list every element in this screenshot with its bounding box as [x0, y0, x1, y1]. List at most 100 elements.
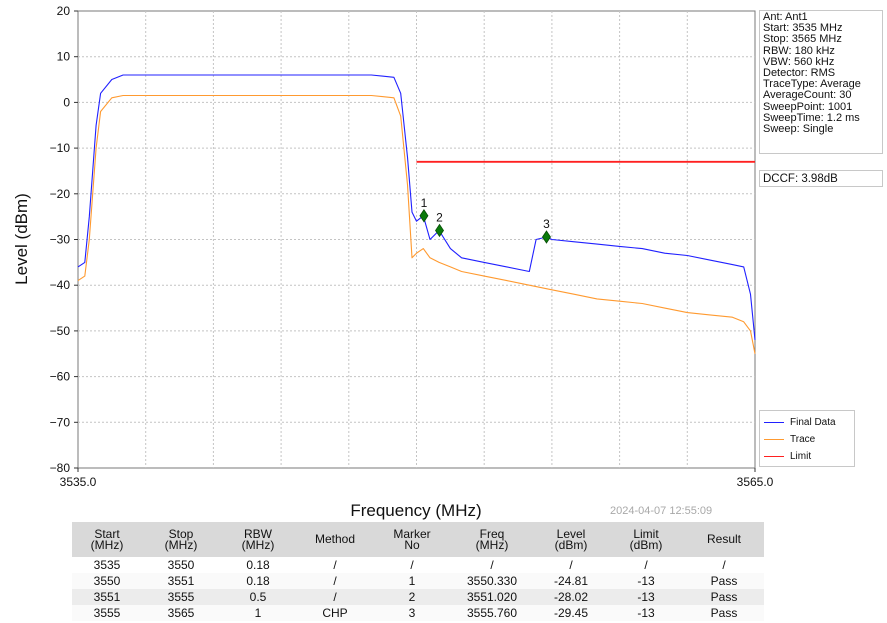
- y-tick-label: −60: [50, 370, 71, 384]
- table-cell: 3555.760: [450, 605, 534, 621]
- y-tick-label: −50: [50, 324, 71, 338]
- y-tick-label: −10: [50, 141, 71, 155]
- table-cell: 3535: [93, 557, 121, 572]
- info-line: Ant: Ant1: [763, 11, 808, 23]
- table-cell: -13: [608, 573, 684, 589]
- x-tick-label: 3535.0: [60, 475, 97, 489]
- table-cell: 0.18: [246, 557, 270, 572]
- legend-swatch-limit: [764, 456, 784, 457]
- table-cell: 3551.020: [450, 589, 534, 605]
- table-header-cell: RBW (MHz): [220, 522, 296, 557]
- table-row: 3535 3550 0.18 / / / / / /: [72, 557, 764, 573]
- table-cell: Pass: [684, 589, 764, 605]
- marker-label-3: 3: [543, 217, 550, 231]
- table-cell: CHP: [296, 605, 374, 621]
- y-tick-label: 10: [57, 50, 71, 64]
- marker-1: [419, 209, 429, 223]
- y-axis-title: Level (dBm): [12, 193, 31, 285]
- table-cell: 0.5: [220, 589, 296, 605]
- table-cell: -28.02: [534, 589, 608, 605]
- y-tick-label: −80: [50, 461, 71, 475]
- table-cell: 3551: [142, 573, 220, 589]
- table-cell: 1: [220, 605, 296, 621]
- info-line: VBW: 560 kHz: [763, 55, 835, 68]
- legend-entry-trace: Trace: [764, 431, 850, 448]
- legend-entry-limit: Limit: [764, 448, 850, 465]
- legend-swatch-final-data: [764, 422, 784, 423]
- y-tick-label: −70: [50, 415, 71, 429]
- table-cell: Pass: [684, 573, 764, 589]
- table-body: 3535 3550 0.18// / / //3550 3551 0.18/1 3550.330…: [72, 557, 764, 621]
- table-cell: -29.45: [534, 605, 608, 621]
- legend-label-trace: Trace: [790, 434, 816, 445]
- y-tick-label: 20: [57, 4, 71, 18]
- info-line: RBW: 180 kHz: [763, 44, 835, 57]
- table-header-cell: Method: [296, 522, 374, 557]
- table-cell: /: [490, 557, 494, 572]
- y-tick-label: 0: [63, 95, 70, 109]
- x-axis-title: Frequency (MHz): [350, 501, 481, 520]
- results-table: Start (MHz) Stop (MHz) RBW (MHz) Method Mark…: [72, 522, 764, 621]
- marker-3: [542, 230, 551, 244]
- info-line: Stop: 3565 MHz: [763, 33, 842, 46]
- table-header-cell: Stop (MHz): [142, 522, 220, 557]
- info-line: AverageCount: 30: [763, 89, 852, 102]
- table-cell: 3550: [72, 573, 142, 589]
- info-line: Start: 3535 MHz: [763, 22, 843, 35]
- table-cell: /: [644, 557, 648, 572]
- table-cell: /: [722, 557, 726, 572]
- table-cell: 3555: [142, 589, 220, 605]
- table-header-cell: Limit (dBm): [608, 522, 684, 557]
- chart-legend: Final Data Trace Limit: [759, 410, 855, 467]
- table-cell: -13: [608, 605, 684, 621]
- table-cell: 3551: [72, 589, 142, 605]
- info-line: TraceType: Average: [763, 78, 861, 91]
- markers: 12 3: [419, 196, 551, 244]
- dccf-readout: DCCF: 3.98dB: [759, 170, 883, 187]
- table-cell: 1: [374, 573, 450, 589]
- info-line: Sweep: Single: [763, 123, 834, 136]
- table-cell: 3555: [72, 605, 142, 621]
- table-header-cell: Start (MHz): [72, 522, 142, 557]
- table-header-cell: Freq (MHz): [450, 522, 534, 557]
- table-header-cell: Level (dBm): [534, 522, 608, 557]
- y-tick-label: −40: [50, 278, 71, 292]
- table-row: 3551 3555 0.5/2 3551.020 -28.02 -13 Pass: [72, 589, 764, 605]
- marker-label-2: 2: [436, 210, 443, 224]
- table-cell: 0.18: [220, 573, 296, 589]
- sweep-settings-box: Ant: Ant1 Start: 3535 MHz Stop: 3565 MHz RB…: [759, 10, 883, 154]
- table-row: 3555 3565 1 CHP 3 3555.760 -29.45 -13 Pass: [72, 605, 764, 621]
- y-tick-label: −30: [50, 233, 71, 247]
- marker-2: [435, 223, 444, 238]
- x-axis-ticks: 3535.0 3565.0: [60, 468, 774, 489]
- legend-label-limit: Limit: [790, 451, 812, 462]
- table-cell: -24.81: [534, 573, 608, 589]
- y-tick-label: −20: [50, 187, 71, 201]
- series-line-final-data: [77, 74, 756, 341]
- table-cell: 3550: [167, 557, 195, 572]
- table-header-cell: Marker No: [374, 522, 450, 557]
- table-cell: /: [333, 557, 337, 572]
- table-header-cell: Result: [684, 522, 764, 557]
- table-cell: 2: [374, 589, 450, 605]
- legend-entry-final-data: Final Data: [764, 414, 850, 431]
- table-cell: /: [296, 589, 374, 605]
- table-cell: 3565: [142, 605, 220, 621]
- y-axis-ticks: 20 10 0 −10 −20 −30 −40 −50 −60 −70 −80: [50, 4, 78, 475]
- x-tick-label: 3565.0: [737, 475, 774, 489]
- grid: [78, 11, 755, 468]
- table-cell: 3: [374, 605, 450, 621]
- table-cell: /: [296, 573, 374, 589]
- table-cell: /: [569, 557, 573, 572]
- table-cell: 3550.330: [450, 573, 534, 589]
- info-line: Detector: RMS: [763, 67, 836, 80]
- legend-swatch-trace: [764, 439, 784, 440]
- info-line: SweepTime: 1.2 ms: [763, 111, 860, 124]
- timestamp: 2024-04-07 12:55:09: [610, 505, 713, 517]
- table-row: 3550 3551 0.18/1 3550.330 -24.81 -13 Pass: [72, 573, 764, 589]
- marker-label-1: 1: [421, 196, 428, 210]
- info-line: SweepPoint: 1001: [763, 100, 853, 113]
- series-lines: [77, 74, 756, 354]
- table-header-row: Start (MHz) Stop (MHz) RBW (MHz) Method Mark…: [72, 522, 764, 557]
